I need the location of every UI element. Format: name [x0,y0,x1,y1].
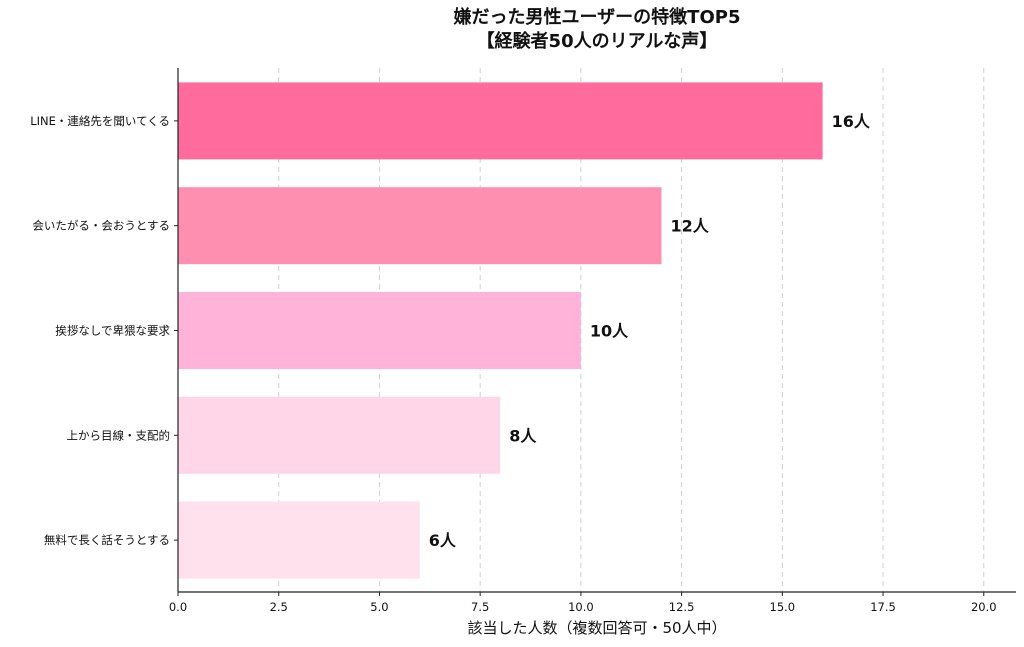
data-label: 10人 [590,322,629,341]
bar [178,292,581,369]
y-tick-label: 会いたがる・会おうとする [32,219,170,233]
y-tick-label: 無料で長く話そうとする [44,533,170,547]
x-tick-label: 15.0 [770,600,796,614]
x-axis-label: 該当した人数（複数回答可・50人中） [467,619,727,637]
bar [178,396,501,474]
chart-title-block: 嫌だった男性ユーザーの特徴TOP5 【経験者50人のリアルな声】 [178,6,1016,54]
chart-subtitle: 【経験者50人のリアルな声】 [476,31,718,52]
bar [178,187,662,265]
y-tick-label: LINE・連絡先を聞いてくる [30,114,170,128]
x-tick-label: 7.5 [471,600,489,614]
x-tick-label: 0.0 [169,600,187,614]
data-label: 8人 [509,426,537,445]
x-tick-label: 10.0 [568,600,594,614]
y-tick-label: 挨拶なしで卑猥な要求 [55,324,170,338]
data-label: 12人 [670,217,709,236]
x-tick-label: 5.0 [370,600,388,614]
bar [178,501,420,579]
chart-title: 嫌だった男性ユーザーの特徴TOP5 [453,7,741,28]
data-label: 16人 [832,112,871,131]
bar [178,82,823,160]
x-tick-label: 17.5 [870,600,896,614]
y-tick-label: 上から目線・支配的 [67,428,171,442]
x-tick-label: 12.5 [669,600,695,614]
data-label: 6人 [429,531,457,550]
x-tick-label: 2.5 [270,600,288,614]
x-tick-label: 20.0 [971,600,997,614]
